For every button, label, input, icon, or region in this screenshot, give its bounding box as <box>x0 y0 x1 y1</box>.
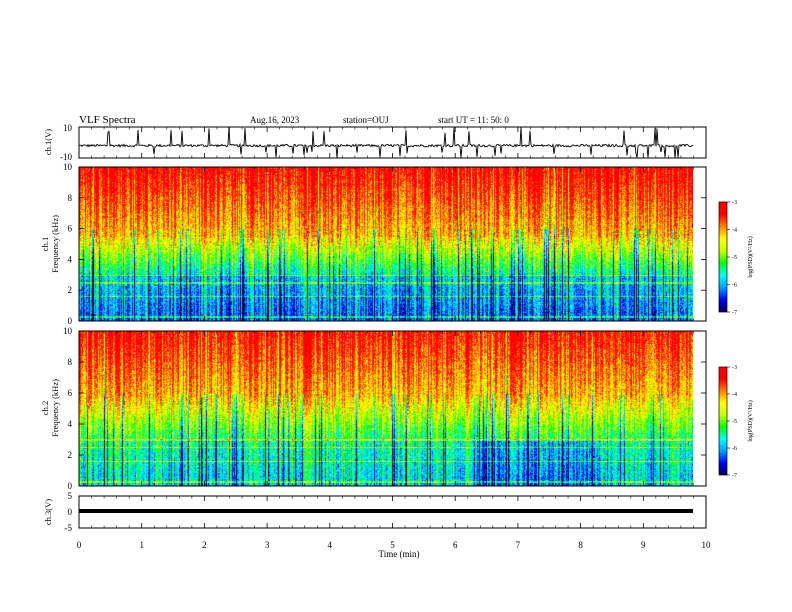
ch1-spectrogram-image <box>79 167 693 321</box>
time-axis-ticks: 0 1 2 3 4 5 6 7 8 9 10 <box>77 127 711 550</box>
ch1-waveform-ylabel: ch.1(V) <box>43 129 53 155</box>
colorbar-tick-label: -5 <box>732 255 737 261</box>
ch1-waveform-trace <box>78 127 694 159</box>
ch1-freq-label: Frequency (kHz) <box>50 215 60 273</box>
x-tick-label: 5 <box>390 540 395 550</box>
x-tick-label: 2 <box>202 540 207 550</box>
ch3-ytick-top: 5 <box>68 491 73 501</box>
ch1-waveform-frame <box>78 126 707 159</box>
x-tick-label: 7 <box>516 540 521 550</box>
ch2-colorbar-label: log(PSD)(V²/Hz) <box>747 400 754 441</box>
ch1-ytick-bottom: -10 <box>60 152 72 162</box>
y-tick-label: 2 <box>68 285 73 295</box>
colorbar-tick-label: -6 <box>732 283 737 289</box>
x-tick-label: 10 <box>702 540 712 550</box>
y-tick-label: 0 <box>68 316 73 326</box>
y-tick-label: 2 <box>68 450 73 460</box>
x-tick-label: 0 <box>77 540 82 550</box>
date-label: Aug.16, 2023 <box>250 115 300 125</box>
x-tick-label: 6 <box>453 540 458 550</box>
x-tick-label: 9 <box>641 540 646 550</box>
ch2-spectrogram-yticks: 0 2 4 6 8 10 <box>63 326 706 491</box>
x-tick-label: 4 <box>328 540 333 550</box>
y-tick-label: 0 <box>68 481 73 491</box>
colorbar-tick-label: -3 <box>732 200 737 206</box>
ch2-spectrogram-panel: ch.2 Frequency (kHz) 0 2 4 6 8 10 -3 -4 -5 -6 -7 … <box>40 326 754 491</box>
ch3-ytick-bottom: -5 <box>65 523 73 533</box>
ch2-freq-label: Frequency (kHz) <box>50 379 60 437</box>
x-tick-label: 1 <box>139 540 144 550</box>
y-tick-label: 6 <box>68 224 73 234</box>
y-tick-label: 8 <box>68 357 73 367</box>
ch2-colorbar-gradient <box>719 367 727 475</box>
ch2-colorbar: -3 -4 -5 -6 -7 log(PSD)(V²/Hz) <box>718 365 754 479</box>
ch1-spectrogram-yticks: 0 2 4 6 8 10 <box>63 162 706 326</box>
time-axis-label: Time (min) <box>379 549 420 559</box>
y-tick-label: 4 <box>68 419 73 429</box>
ch3-ytick-mid: 0 <box>68 507 73 517</box>
colorbar-tick-label: -5 <box>732 419 737 425</box>
colorbar-tick-label: -3 <box>732 365 737 371</box>
station-label: station=OUJ <box>343 115 389 125</box>
y-tick-label: 10 <box>63 162 73 172</box>
colorbar-tick-label: -6 <box>732 446 737 452</box>
x-tick-label: 8 <box>578 540 583 550</box>
colorbar-tick-label: -4 <box>732 228 737 234</box>
start-time-label: start UT = 11: 50: 0 <box>438 115 509 125</box>
colorbar-tick-label: -7 <box>732 310 737 316</box>
x-tick-label: 3 <box>265 540 270 550</box>
ch2-label: ch.2 <box>40 401 50 415</box>
ch1-colorbar-gradient <box>719 202 727 312</box>
ch1-waveform-panel: 10 -10 ch.1(V) <box>43 123 707 162</box>
y-tick-label: 8 <box>68 193 73 203</box>
ch1-ytick-top: 10 <box>63 123 73 133</box>
ch3-waveform-panel: 5 0 -5 ch.3(V) <box>43 491 707 533</box>
ch1-label: ch.1 <box>40 237 50 251</box>
y-tick-label: 6 <box>68 388 73 398</box>
ch1-spectrogram-panel: ch.1 Frequency (kHz) 0 2 4 6 8 10 -3 -4 -5 -6 -7 … <box>40 162 754 326</box>
ch2-spectrogram-image <box>79 331 693 486</box>
figure-title: VLF Spectra <box>79 114 136 126</box>
ch1-colorbar: -3 -4 -5 -6 -7 log(PSD)(V²/Hz) <box>718 200 754 316</box>
ch3-waveform-ylabel: ch.3(V) <box>43 499 53 525</box>
y-tick-label: 10 <box>63 326 73 336</box>
colorbar-tick-label: -7 <box>732 473 737 479</box>
y-tick-label: 4 <box>68 254 73 264</box>
ch1-colorbar-label: log(PSD)(V²/Hz) <box>747 236 754 277</box>
colorbar-tick-label: -4 <box>732 392 737 398</box>
